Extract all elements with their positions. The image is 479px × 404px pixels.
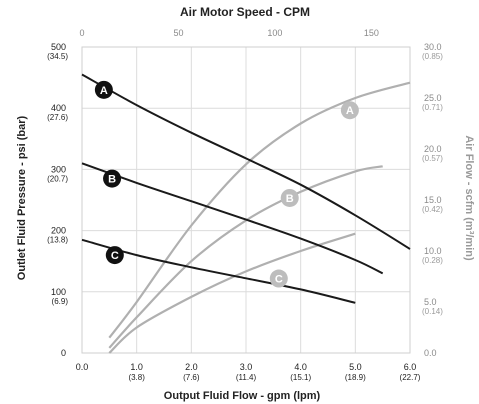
x-tick-sublabel: (22.7) [400, 373, 421, 382]
x-tick-label: 0.0 [76, 362, 89, 372]
x-tick-sublabel: (15.1) [290, 373, 311, 382]
y2-tick-label: 10.0 [424, 246, 442, 256]
y-tick-sublabel: (34.5) [47, 52, 68, 61]
y-tick-sublabel: (6.9) [52, 297, 69, 306]
y2-tick-sublabel: (0.14) [422, 307, 443, 316]
x-tick-label: 1.0 [130, 362, 143, 372]
y-tick-label: 300 [51, 164, 66, 174]
x-tick-sublabel: (18.9) [345, 373, 366, 382]
series-badges: A B C A B C [94, 80, 359, 288]
y-tick-sublabel: (27.6) [47, 113, 68, 122]
pressure-badge-label: B [108, 174, 116, 186]
x-tick-label: 3.0 [240, 362, 253, 372]
top-tick-label: 0 [79, 28, 84, 38]
top-axis-title: Air Motor Speed - CPM [180, 5, 310, 19]
y2-tick-sublabel: (0.85) [422, 52, 443, 61]
y-tick-label: 200 [51, 226, 66, 236]
pressure-curve-b [81, 162, 384, 275]
pressure-series-group [81, 73, 411, 304]
airflow-badge-c [269, 269, 288, 288]
grid-lines [81, 46, 411, 354]
airflow-badge-a [340, 101, 359, 120]
y2-tick-label: 15.0 [424, 195, 442, 205]
airflow-badge-b [280, 188, 299, 207]
pressure-badge-a [94, 80, 113, 99]
y-tick-label: 100 [51, 287, 66, 297]
tick-labels: 0.0 1.0(3.8) 2.0(7.6) 3.0(11.4) 4.0(15.1) 5.0… [47, 28, 443, 382]
x-tick-label: 6.0 [404, 362, 417, 372]
y-tick-label: 500 [51, 42, 66, 52]
pressure-badge-b [103, 169, 122, 188]
y-tick-sublabel: (20.7) [47, 174, 68, 183]
x-tick-sublabel: (3.8) [128, 373, 145, 382]
y2-tick-label: 20.0 [424, 144, 442, 154]
airflow-badge-label: C [275, 274, 283, 286]
x-axis-title: Output Fluid Flow - gpm (lpm) [164, 390, 321, 402]
x-tick-sublabel: (11.4) [236, 373, 257, 382]
y2-axis-title: Air Flow - scfm (m³/min) [463, 135, 475, 261]
airflow-curve-c [108, 232, 356, 354]
y2-tick-sublabel: (0.28) [422, 256, 443, 265]
y-tick-sublabel: (13.8) [47, 236, 68, 245]
x-tick-sublabel: (7.6) [183, 373, 200, 382]
pressure-badge-label: A [100, 85, 108, 97]
y-axis-title: Outlet Fluid Pressure - psi (bar) [16, 115, 28, 280]
airflow-series-group [108, 81, 411, 354]
airflow-badge-label: B [286, 193, 294, 205]
pressure-curve-c [81, 238, 356, 304]
pressure-badge-c [105, 246, 124, 265]
pressure-badge-label: C [111, 250, 119, 262]
top-tick-label: 50 [173, 28, 183, 38]
plot-frame [81, 46, 411, 354]
x-tick-label: 4.0 [294, 362, 307, 372]
y-tick-label: 400 [51, 103, 66, 113]
airflow-curve-a [108, 81, 411, 339]
pressure-curve-a [81, 73, 411, 250]
top-tick-label: 100 [267, 28, 282, 38]
x-tick-label: 2.0 [185, 362, 198, 372]
x-tick-label: 5.0 [349, 362, 362, 372]
y2-tick-label: 0.0 [424, 348, 437, 358]
y2-tick-label: 5.0 [424, 297, 437, 307]
top-tick-label: 150 [364, 28, 379, 38]
y2-tick-sublabel: (0.57) [422, 154, 443, 163]
y2-tick-sublabel: (0.71) [422, 103, 443, 112]
y-tick-label: 0 [61, 348, 66, 358]
airflow-badge-label: A [346, 105, 354, 117]
y2-tick-sublabel: (0.42) [422, 205, 443, 214]
y2-tick-label: 30.0 [424, 42, 442, 52]
y2-tick-label: 25.0 [424, 93, 442, 103]
